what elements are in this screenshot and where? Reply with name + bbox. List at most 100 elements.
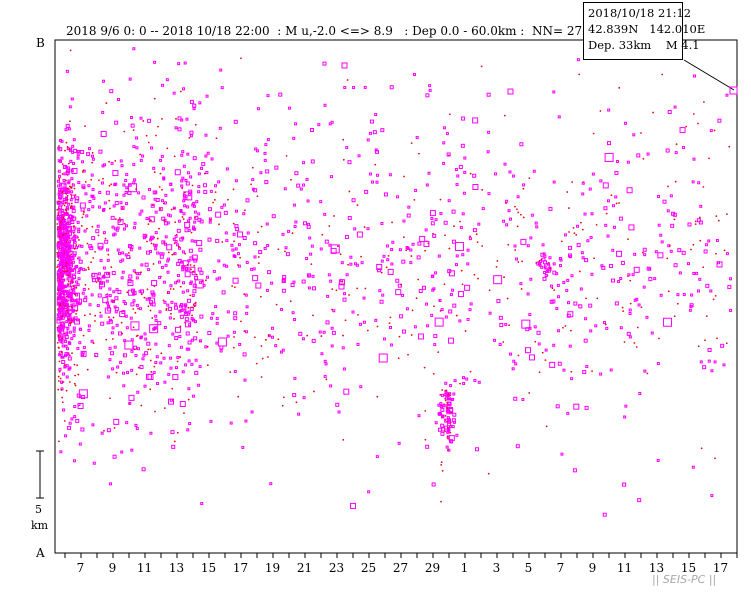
event-marker	[271, 326, 275, 330]
event-marker	[58, 235, 61, 238]
event-marker	[151, 204, 154, 207]
latest-event-leader	[683, 59, 735, 91]
event-marker	[125, 186, 129, 190]
event-marker	[157, 125, 159, 128]
event-marker	[714, 457, 716, 460]
event-marker	[342, 367, 346, 371]
event-marker	[565, 289, 569, 293]
event-marker	[190, 317, 194, 321]
event-marker	[57, 380, 60, 382]
event-marker	[640, 306, 643, 309]
event-marker	[487, 130, 491, 134]
event-marker	[443, 283, 446, 286]
event-marker	[349, 255, 353, 259]
event-marker	[360, 255, 362, 258]
event-marker	[57, 375, 60, 378]
event-marker	[60, 340, 64, 344]
event-marker	[232, 222, 235, 225]
event-marker	[63, 212, 67, 216]
event-marker	[65, 265, 67, 268]
event-marker	[326, 294, 330, 298]
event-marker	[114, 182, 118, 186]
event-marker	[454, 263, 458, 267]
event-marker	[149, 359, 152, 362]
event-marker	[222, 203, 226, 207]
event-marker	[594, 324, 598, 328]
event-marker	[388, 325, 392, 329]
event-marker	[244, 419, 248, 423]
event-marker	[430, 313, 434, 317]
event-marker	[150, 371, 153, 373]
event-marker	[659, 233, 663, 237]
event-marker	[517, 261, 520, 263]
event-marker	[164, 235, 168, 239]
event-marker	[186, 219, 190, 223]
event-marker	[410, 334, 413, 336]
event-marker	[648, 267, 652, 271]
event-marker	[449, 293, 453, 297]
event-marker	[60, 325, 65, 330]
event-marker	[623, 415, 627, 419]
event-marker	[342, 334, 344, 337]
event-marker	[127, 280, 134, 287]
event-marker	[293, 225, 297, 229]
event-marker	[194, 123, 197, 126]
event-marker	[120, 321, 123, 324]
event-marker	[602, 512, 607, 517]
event-marker	[145, 373, 152, 380]
event-marker	[253, 336, 256, 339]
event-marker	[311, 338, 316, 343]
event-marker	[646, 372, 649, 375]
event-marker	[70, 253, 73, 256]
event-marker	[375, 455, 379, 459]
event-marker	[197, 212, 201, 216]
event-marker	[149, 348, 152, 351]
event-marker	[63, 300, 67, 304]
event-marker	[521, 260, 524, 263]
event-marker	[697, 122, 699, 125]
event-marker	[628, 335, 632, 339]
event-marker	[234, 247, 238, 251]
event-marker	[543, 270, 547, 274]
event-marker	[312, 314, 314, 317]
event-marker	[446, 152, 451, 157]
event-marker	[169, 284, 173, 288]
event-marker	[68, 381, 71, 383]
event-marker	[250, 267, 254, 271]
event-marker	[61, 315, 64, 318]
event-marker	[181, 216, 184, 218]
event-marker	[203, 189, 208, 194]
event-marker	[130, 116, 134, 120]
event-marker	[57, 259, 59, 262]
event-marker	[200, 502, 204, 506]
event-marker	[87, 266, 90, 269]
event-marker	[133, 221, 137, 225]
event-marker	[560, 452, 564, 456]
event-marker	[659, 293, 663, 297]
event-marker	[511, 367, 515, 371]
event-marker	[71, 319, 74, 321]
event-marker	[161, 83, 165, 87]
event-marker	[87, 208, 91, 212]
event-marker	[362, 296, 366, 300]
event-marker	[183, 61, 187, 65]
event-marker	[302, 183, 306, 187]
event-marker	[251, 178, 255, 182]
event-marker	[193, 227, 197, 231]
event-marker	[552, 90, 556, 94]
event-marker	[80, 244, 84, 248]
event-marker	[160, 265, 164, 269]
event-marker	[71, 183, 75, 187]
event-marker	[424, 409, 427, 412]
event-marker	[253, 255, 257, 259]
event-marker	[505, 223, 509, 227]
event-marker	[196, 240, 203, 247]
event-marker	[97, 272, 101, 276]
event-marker	[657, 194, 661, 198]
event-marker	[122, 353, 127, 358]
event-marker	[462, 376, 466, 380]
event-marker	[648, 277, 653, 282]
event-marker	[502, 219, 506, 223]
event-marker	[715, 238, 719, 242]
event-marker	[241, 445, 245, 449]
